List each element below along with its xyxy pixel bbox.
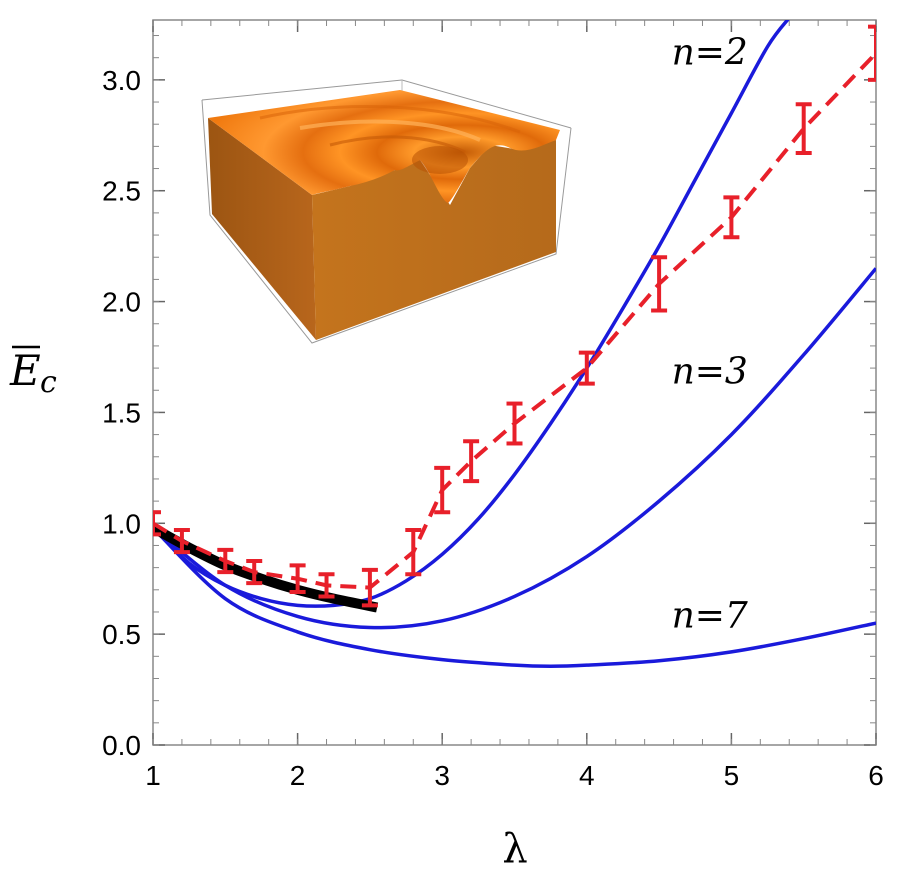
x-axis-title: λ [502,826,527,872]
y-tick-label: 3.0 [102,65,141,96]
inset-ripple-1 [299,119,481,142]
x-tick-label: 5 [724,760,740,791]
x-tick-label: 6 [868,760,884,791]
y-axis-title: E c [9,345,57,400]
y-tick-label: 2.5 [102,176,141,207]
error-bars [153,24,876,608]
y-tick-label: 2.0 [102,287,141,318]
y-axis-title-base: E [9,346,41,395]
inset-3d-surface [201,79,572,344]
series-simulation [153,51,876,590]
series-n=2 [153,20,790,608]
inset-left-face [208,118,316,340]
inset-ripple-dip [412,146,468,174]
inset-ripple-3 [259,104,521,134]
x-axis-ticks: 1 2 3 4 5 6 [145,20,884,791]
series-n=7 [153,526,876,669]
y-axis-title-sub: c [40,365,57,400]
x-tick-label: 3 [434,760,450,791]
inset-right-face [312,140,556,340]
y-axis-ticks: 0.0 0.5 1.0 1.5 2.0 2.5 3.0 [102,35,876,761]
label-n3: n=3 [672,352,748,393]
inset-ripple-2 [329,135,466,154]
y-tick-label: 1.0 [102,508,141,539]
series-thick-black [153,523,379,613]
label-n2: n=2 [672,32,748,73]
label-n7: n=7 [672,595,748,636]
y-tick-label: 0.0 [102,730,141,761]
y-tick-label: 1.5 [102,397,141,428]
x-tick-label: 4 [579,760,595,791]
series-n=3 [153,267,876,630]
x-tick-label: 2 [290,760,306,791]
curves [153,20,876,669]
inset-wireframe-front [201,99,572,344]
plot-frame [152,19,877,746]
y-tick-label: 0.5 [102,619,141,650]
x-tick-label: 1 [145,760,161,791]
